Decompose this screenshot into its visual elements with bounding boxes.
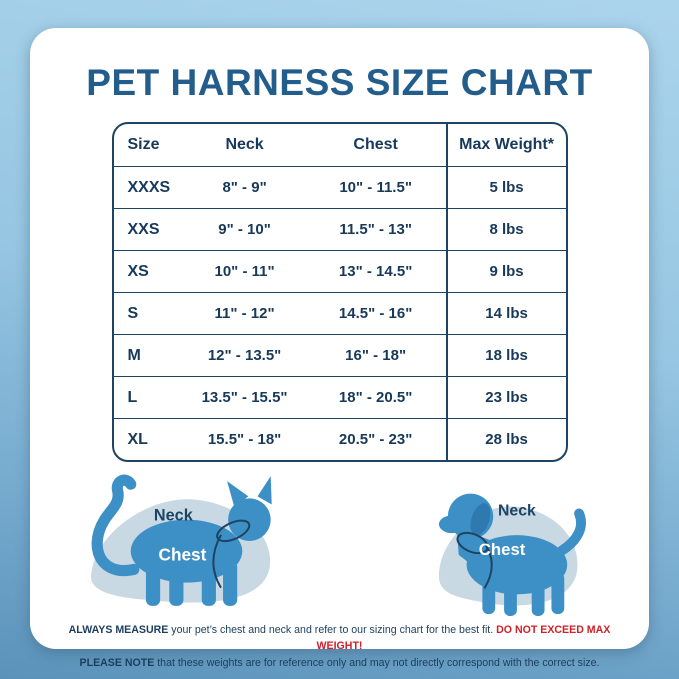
- max-weight-cell: 23 lbs: [445, 377, 566, 418]
- footnote-warning: DO NOT EXCEED MAX WEIGHT!: [316, 624, 611, 653]
- dog-chest-measure-line: [483, 542, 493, 589]
- size-cell: XXXS: [127, 178, 171, 196]
- header-neck: Neck: [225, 136, 264, 153]
- header-max-weight: Max Weight*: [445, 124, 566, 166]
- size-cell: XL: [127, 430, 148, 448]
- table-row: XXXS 8" - 9" 10" - 11.5" 5 lbs: [113, 166, 566, 208]
- size-chart-card: PET HARNESS SIZE CHART Size Neck Chest M…: [30, 28, 649, 669]
- neck-cell: 12" - 13.5": [207, 347, 282, 364]
- size-cell: XS: [127, 262, 149, 280]
- table-row: L 13.5" - 15.5" 18" - 20.5" 23 lbs: [113, 376, 566, 418]
- chest-cell: 16" - 18": [345, 347, 407, 364]
- neck-cell: 8" - 9": [222, 179, 267, 196]
- neck-cell: 15.5" - 18": [207, 431, 282, 448]
- page-title: PET HARNESS SIZE CHART: [86, 62, 593, 103]
- table-body: XXXS 8" - 9" 10" - 11.5" 5 lbs XXS 9" - 10" 11…: [113, 166, 566, 460]
- dog-silhouette: [438, 493, 586, 617]
- footnote-measure-bold: ALWAYS MEASURE: [68, 624, 169, 636]
- table-row: XXS 9" - 10" 11.5" - 13" 8 lbs: [113, 208, 566, 250]
- cat-neck-measure-line: [216, 519, 251, 543]
- table-row: M 12" - 13.5" 16" - 18" 18 lbs: [113, 334, 566, 376]
- max-weight-cell: 8 lbs: [445, 209, 566, 250]
- max-weight-cell: 5 lbs: [445, 167, 566, 208]
- neck-cell: 13.5" - 15.5": [201, 389, 288, 406]
- footnote-measure-text: your pet’s chest and neck and refer to o…: [168, 624, 497, 636]
- max-weight-cell: 18 lbs: [445, 335, 566, 376]
- cat-chest-label: Chest: [159, 544, 207, 564]
- chest-cell: 13" - 14.5": [338, 263, 413, 280]
- table-header-row: Size Neck Chest Max Weight*: [114, 124, 566, 166]
- neck-cell: 9" - 10": [218, 221, 271, 238]
- table-row: XS 10" - 11" 13" - 14.5" 9 lbs: [113, 250, 566, 292]
- chest-cell: 11.5" - 13": [339, 221, 412, 238]
- chest-cell: 18" - 20.5": [338, 389, 413, 406]
- cat-chest-measure-line: [212, 534, 222, 589]
- header-chest: Chest: [353, 136, 398, 153]
- size-cell: S: [127, 304, 139, 322]
- max-weight-cell: 9 lbs: [445, 251, 566, 292]
- dog-illustration: Neck Chest: [438, 493, 586, 617]
- cat-illustration: Neck Chest: [91, 474, 272, 606]
- neck-cell: 11" - 12": [214, 305, 275, 322]
- header-size: Size: [127, 136, 160, 153]
- dog-chest-label: Chest: [479, 540, 526, 559]
- size-cell: M: [127, 346, 141, 364]
- table-row: S 11" - 12" 14.5" - 16" 14 lbs: [113, 292, 566, 334]
- dog-neck-label: Neck: [498, 502, 536, 519]
- chest-cell: 10" - 11.5": [339, 179, 412, 196]
- chest-cell: 20.5" - 23": [338, 431, 413, 448]
- footnote-note-text: that these weights are for reference onl…: [154, 656, 600, 669]
- size-cell: L: [127, 388, 138, 406]
- size-cell: XXS: [127, 220, 160, 238]
- footnote-note-bold: PLEASE NOTE: [79, 656, 155, 669]
- neck-cell: 10" - 11": [214, 263, 275, 280]
- measurement-illustrations: Neck Chest Neck Chest: [30, 462, 649, 618]
- max-weight-cell: 14 lbs: [445, 293, 566, 334]
- size-table: Size Neck Chest Max Weight* XXXS 8" - 9" 1…: [111, 122, 568, 462]
- cat-neck-label: Neck: [154, 507, 194, 525]
- footnote: ALWAYS MEASURE your pet’s chest and neck…: [50, 622, 630, 671]
- table-row: XL 15.5" - 18" 20.5" - 23" 28 lbs: [113, 418, 566, 460]
- chest-cell: 14.5" - 16": [338, 305, 413, 322]
- max-weight-cell: 28 lbs: [445, 419, 566, 460]
